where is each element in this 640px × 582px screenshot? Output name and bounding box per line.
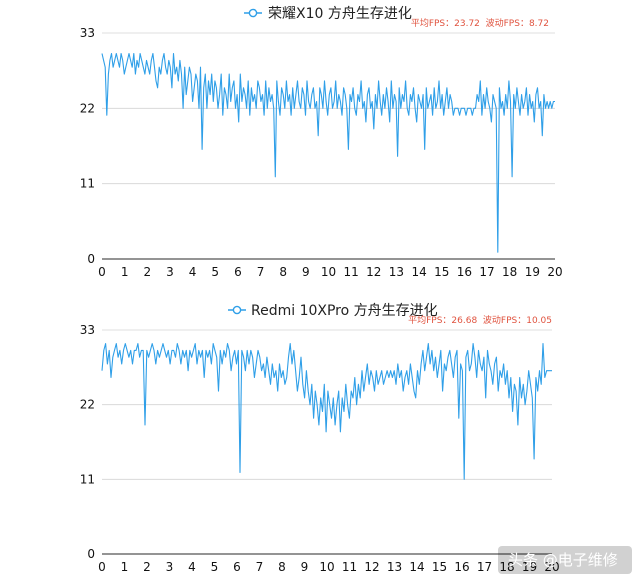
- x-tick-label: 17: [479, 265, 494, 279]
- fps-series-line-0: [101, 52, 555, 253]
- x-tick-label: 15: [434, 265, 449, 279]
- legend-chart-2: Redmi 10XPro 方舟生存进化: [228, 303, 438, 319]
- y-tick-label: 33: [80, 323, 95, 337]
- x-tick-label: 11: [344, 265, 359, 279]
- y-tick-label: 22: [80, 398, 95, 412]
- x-tick-label: 4: [189, 265, 197, 279]
- y-ticks-chart-1: 0 11 22 33: [80, 26, 95, 266]
- x-tick-label: 14: [411, 265, 426, 279]
- x-tick-label: 11: [342, 560, 357, 574]
- x-ticks-chart-2: 0 1 2 3 4 5 6 7 8 9 10 11 12 13 14 15 16 17 18 19 20: [98, 560, 559, 574]
- y-tick-label: 33: [80, 26, 95, 40]
- x-tick-label: 16: [457, 265, 472, 279]
- y-tick-label: 22: [80, 101, 95, 115]
- x-tick-label: 10: [319, 560, 334, 574]
- x-tick-label: 13: [387, 560, 402, 574]
- x-tick-label: 2: [143, 560, 151, 574]
- x-tick-label: 6: [234, 265, 242, 279]
- watermark-text: 头条 @电子维修: [508, 551, 618, 569]
- x-tick-label: 7: [256, 560, 264, 574]
- x-tick-label: 2: [143, 265, 151, 279]
- watermark-backdrop: [498, 546, 632, 574]
- x-tick-label: 12: [366, 265, 381, 279]
- chart-2-fps-stats: 平均FPS：26.68 波动FPS：10.05: [408, 314, 552, 326]
- fps-series-line-0: [101, 343, 552, 480]
- y-tick-label: 11: [80, 177, 95, 191]
- x-tick-label: 8: [278, 560, 286, 574]
- x-tick-label: 1: [121, 265, 129, 279]
- x-tick-label: 19: [522, 560, 537, 574]
- x-tick-label: 4: [188, 560, 196, 574]
- x-tick-label: 13: [389, 265, 404, 279]
- x-tick-label: 14: [409, 560, 424, 574]
- y-tick-label: 0: [87, 547, 95, 561]
- x-tick-label: 18: [502, 265, 517, 279]
- x-tick-label: 0: [98, 265, 106, 279]
- watermark: 头条 @电子维修: [498, 546, 632, 574]
- chart-1-fps-stats: 平均FPS：23.72 波动FPS：8.72: [411, 17, 549, 29]
- x-tick-label: 5: [211, 560, 219, 574]
- gridlines-chart-2: [102, 329, 552, 555]
- y-tick-label: 11: [80, 472, 95, 486]
- y-ticks-chart-2: 0 11 22 33: [80, 323, 95, 561]
- x-tick-label: 8: [279, 265, 287, 279]
- series-line-chart-1: [101, 52, 555, 253]
- x-ticks-chart-1: 0 1 2 3 4 5 6 7 8 9 10 11 12 13 14 15 16 17 18 19 20: [98, 265, 562, 279]
- x-tick-label: 5: [211, 265, 219, 279]
- x-tick-label: 3: [166, 560, 174, 574]
- x-tick-label: 7: [257, 265, 265, 279]
- x-tick-label: 3: [166, 265, 174, 279]
- x-tick-label: 12: [364, 560, 379, 574]
- x-tick-label: 19: [525, 265, 540, 279]
- x-tick-label: 18: [499, 560, 514, 574]
- x-tick-label: 20: [544, 560, 559, 574]
- x-tick-label: 0: [98, 560, 106, 574]
- x-tick-label: 10: [321, 265, 336, 279]
- x-tick-label: 16: [454, 560, 469, 574]
- legend-marker-icon: [232, 305, 242, 315]
- series-line-chart-2: [101, 343, 552, 480]
- chart-2-title: Redmi 10XPro 方舟生存进化: [251, 303, 438, 319]
- x-tick-label: 9: [301, 560, 309, 574]
- legend-chart-1: 荣耀X10 方舟生存进化: [244, 6, 412, 22]
- x-tick-label: 15: [432, 560, 447, 574]
- x-tick-label: 20: [547, 265, 562, 279]
- legend-marker-icon: [248, 8, 258, 18]
- y-tick-label: 0: [87, 252, 95, 266]
- x-tick-label: 9: [302, 265, 310, 279]
- x-tick-label: 6: [233, 560, 241, 574]
- chart-1-title: 荣耀X10 方舟生存进化: [268, 6, 412, 22]
- x-tick-label: 1: [121, 560, 129, 574]
- x-tick-label: 17: [477, 560, 492, 574]
